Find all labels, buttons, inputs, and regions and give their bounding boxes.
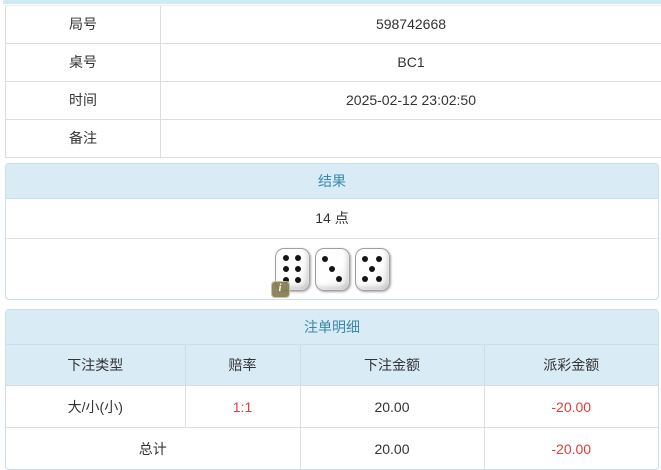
die-icon xyxy=(314,247,350,291)
bet-table-header-row: 下注类型 赔率 下注金额 派彩金额 xyxy=(6,345,658,386)
bet-amount-value: 20.00 xyxy=(300,385,485,428)
die-icon xyxy=(354,247,390,291)
total-payout: -20.00 xyxy=(484,427,658,469)
bet-details-title: 注单明细 xyxy=(6,310,658,345)
table-id-value: BC1 xyxy=(397,54,425,70)
round-id-value: 598742668 xyxy=(375,16,447,32)
top-accent-strip xyxy=(3,0,661,4)
table-row: 备注 xyxy=(6,120,661,158)
time-label: 时间 xyxy=(6,82,161,119)
col-payout-amount: 派彩金额 xyxy=(484,345,658,386)
table-row: 时间 2025-02-12 23:02:50 xyxy=(6,82,661,120)
dice-row: i xyxy=(6,239,658,299)
time-value: 2025-02-12 23:02:50 xyxy=(346,92,476,108)
die-wrapper xyxy=(354,247,390,291)
info-icon[interactable]: i xyxy=(270,280,290,298)
game-result-page: { "info_table": { "rows": [ {"label": "局… xyxy=(3,0,661,470)
table-id-label: 桌号 xyxy=(6,44,161,81)
total-row: 总计 20.00 -20.00 xyxy=(6,427,658,469)
die-wrapper: i xyxy=(270,247,310,298)
table-row: 局号 598742668 xyxy=(6,6,661,44)
result-panel-title: 结果 xyxy=(6,164,658,199)
odds-value: 1:1 xyxy=(185,385,301,428)
result-points: 14 点 xyxy=(6,199,658,239)
result-panel: 结果 14 点 i xyxy=(5,163,659,300)
total-label: 总计 xyxy=(6,427,301,469)
bet-row: 大/小(小) 1:1 20.00 -20.00 xyxy=(6,385,658,428)
bet-type-value: 大/小(小) xyxy=(6,385,186,428)
col-odds: 赔率 xyxy=(185,345,301,386)
game-info-table: 局号 598742668 桌号 BC1 时间 2025-02-12 23:02:… xyxy=(5,5,661,158)
table-row: 桌号 BC1 xyxy=(6,44,661,82)
col-bet-amount: 下注金额 xyxy=(300,345,485,386)
bet-details-panel: 注单明细 下注类型 赔率 下注金额 派彩金额 大/小(小) 1:1 20.00 … xyxy=(5,309,659,470)
round-id-label: 局号 xyxy=(6,6,161,43)
col-bet-type: 下注类型 xyxy=(6,345,186,386)
remark-value xyxy=(161,120,661,157)
total-bet-amount: 20.00 xyxy=(300,427,485,469)
remark-label: 备注 xyxy=(6,120,161,157)
die-wrapper xyxy=(314,247,350,291)
bet-table: 下注类型 赔率 下注金额 派彩金额 大/小(小) 1:1 20.00 -20.0… xyxy=(6,345,658,469)
payout-value: -20.00 xyxy=(484,385,658,428)
